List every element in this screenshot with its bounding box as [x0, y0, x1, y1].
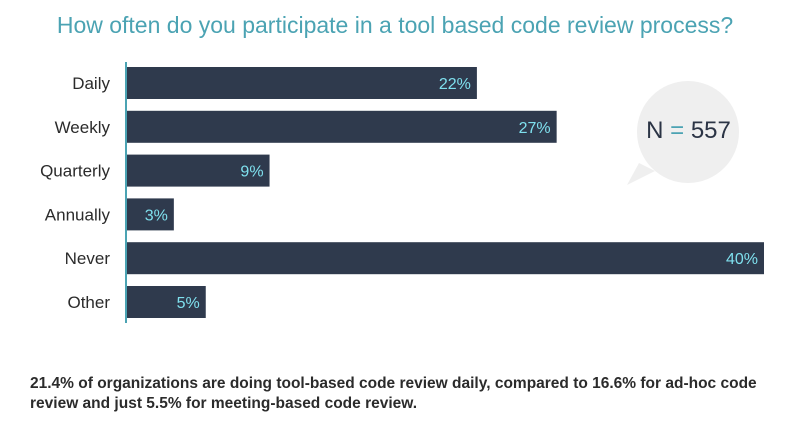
- category-label-never: Never: [65, 249, 111, 268]
- bar-other: [126, 286, 206, 318]
- sample-size-value: 557: [690, 117, 731, 144]
- value-label-daily: 22%: [439, 76, 471, 93]
- bar-chart: Daily 22% Weekly 27% Quarterly 9% Annually 3% Ne…: [40, 62, 764, 323]
- value-label-weekly: 27%: [519, 120, 551, 137]
- category-label-weekly: Weekly: [55, 118, 111, 137]
- category-label-daily: Daily: [72, 74, 110, 93]
- value-label-never: 40%: [726, 251, 758, 268]
- chart-title: How often do you participate in a tool b…: [56, 12, 734, 38]
- bar-daily: [126, 67, 477, 99]
- sample-size-n: N: [646, 117, 664, 144]
- bar-annually: [126, 198, 174, 231]
- value-label-quarterly: 9%: [240, 164, 263, 181]
- bar-never: [126, 242, 764, 275]
- footnote: 21.4% of organizations are doing tool-ba…: [30, 375, 757, 412]
- sample-size-label: N = 557: [621, 117, 756, 145]
- category-label-quarterly: Quarterly: [40, 162, 110, 181]
- value-label-other: 5%: [177, 295, 200, 312]
- bar-quarterly: [126, 154, 270, 187]
- category-label-annually: Annually: [45, 205, 111, 224]
- value-label-annually: 3%: [145, 207, 168, 224]
- sample-size-equals: =: [670, 117, 685, 144]
- bar-weekly: [126, 110, 557, 143]
- sample-size-bubble: [627, 81, 739, 185]
- category-label-other: Other: [67, 293, 110, 312]
